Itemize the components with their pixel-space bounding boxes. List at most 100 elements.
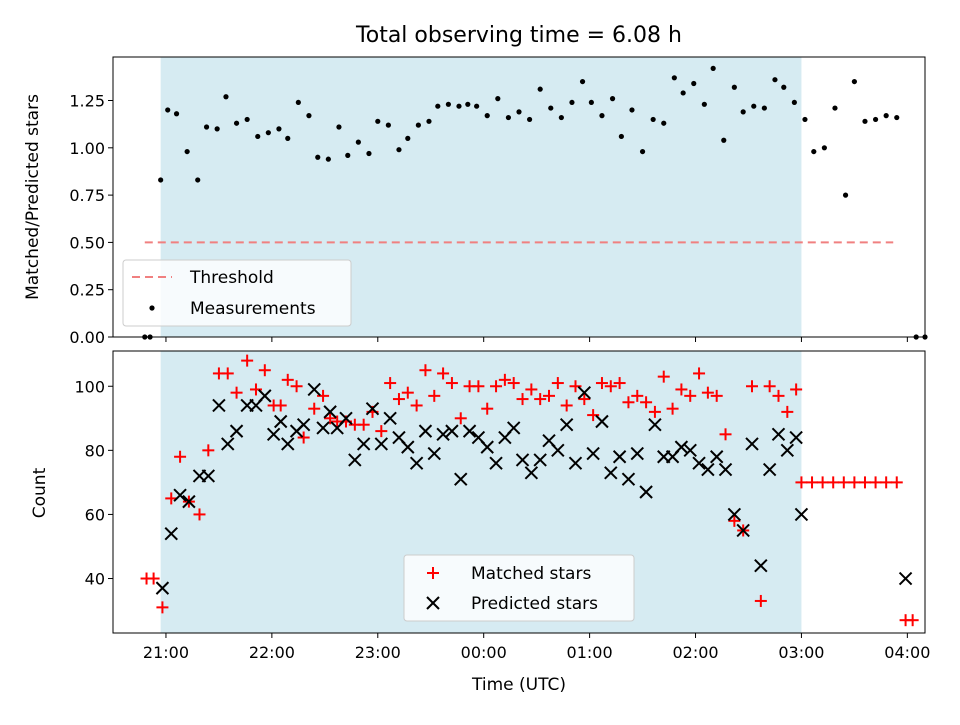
predicted-star-point [281, 437, 295, 451]
measurement-point [445, 101, 451, 107]
measurement-point [315, 154, 321, 160]
predicted-star-point [258, 389, 272, 403]
bottom-y-tick-label: 60 [85, 505, 105, 524]
predicted-star-point [709, 450, 724, 464]
measurement-point [306, 113, 312, 119]
predicted-star-point [524, 466, 539, 480]
measurement-point [558, 114, 564, 121]
bottom-y-axis-label: Count [30, 467, 50, 518]
measurement-point [691, 80, 697, 87]
matched-star-point [281, 373, 294, 386]
top-y-axis-label: Matched/Predicted stars [23, 94, 43, 300]
matched-star-point [249, 383, 262, 396]
x-tick-label: 00:00 [461, 643, 507, 662]
top-legend-box [122, 259, 352, 327]
measurement-point [165, 107, 171, 113]
measurement-point [721, 137, 727, 143]
measurement-point [255, 133, 261, 140]
measurement-point [821, 145, 827, 151]
predicted-star-point [639, 485, 653, 499]
matched-star-point [472, 380, 485, 393]
measurement-point [761, 105, 767, 111]
predicted-star-point [692, 456, 706, 470]
measurement-point [639, 148, 646, 155]
measurement-point [233, 120, 240, 126]
predicted-star-point [595, 414, 609, 429]
matched-star-point [156, 601, 169, 614]
predicted-star-point [612, 450, 627, 464]
matched-star-point [543, 389, 556, 402]
measurement-point [751, 103, 757, 109]
measurement-point [883, 113, 889, 119]
measurement-point [265, 130, 271, 136]
predicted-star-point [462, 424, 477, 438]
predicted-star-point [155, 581, 170, 595]
matched-star-point [384, 377, 397, 390]
matched-star-point [763, 380, 776, 393]
predicted-star-point [506, 421, 521, 435]
matched-star-point [445, 377, 458, 390]
matched-star-point [428, 389, 441, 402]
legend-matched-label: Matched stars [471, 564, 591, 584]
x-tick-label: 03:00 [778, 643, 824, 662]
matched-star-point [481, 402, 494, 415]
matched-star-point [560, 399, 573, 412]
measurement-point [710, 65, 716, 71]
matched-star-point [525, 383, 538, 396]
predicted-star-point [374, 437, 389, 451]
bottom-legend: Matched stars Predicted stars [403, 554, 635, 622]
predicted-star-point [515, 453, 530, 467]
matched-star-point [781, 405, 794, 418]
measurement-point [495, 96, 501, 102]
matched-star-point [193, 508, 206, 521]
measurement-point [872, 116, 879, 123]
predicted-star-point [273, 414, 288, 429]
bottom-y-tick-label: 100 [74, 377, 105, 396]
measurement-point [345, 152, 351, 158]
matched-star-point [551, 377, 564, 390]
measurement-point [516, 109, 522, 115]
top-y-tick-label: 0.25 [69, 281, 105, 300]
predicted-star-point [229, 424, 244, 438]
matched-star-point [595, 377, 608, 390]
measurement-point [336, 124, 342, 130]
measurement-point [740, 109, 746, 115]
x-tick-label: 23:00 [355, 643, 401, 662]
measurement-point [385, 122, 391, 128]
matched-star-point [202, 444, 215, 457]
predicted-star-point [409, 456, 424, 470]
predicted-star-point [201, 469, 216, 483]
predicted-star-point [577, 385, 592, 400]
matched-star-point [666, 402, 679, 415]
predicted-star-point [173, 488, 187, 502]
measurement-point [650, 116, 656, 123]
matched-star-point [290, 380, 303, 393]
predicted-star-point [559, 417, 574, 432]
measurement-point [599, 113, 605, 119]
matched-star-point [274, 399, 287, 412]
matched-star-point [816, 476, 829, 489]
matched-star-point [392, 393, 405, 406]
legend-predicted-swatch [426, 596, 440, 610]
predicted-star-point [630, 446, 644, 461]
predicted-star-point [551, 443, 565, 458]
matched-star-point [648, 405, 661, 418]
measurement-point [569, 99, 575, 106]
matched-star-point [719, 428, 732, 441]
matched-star-point [631, 389, 644, 402]
measurement-point [184, 148, 190, 155]
measurement-point [214, 126, 220, 132]
measurement-point [629, 107, 635, 113]
legend-threshold-label: Threshold [189, 268, 274, 288]
measurement-point [701, 101, 707, 107]
predicted-star-point [480, 440, 494, 454]
legend-measurements-label: Measurements [190, 299, 316, 319]
predicted-star-point [212, 398, 226, 413]
measurement-point [537, 86, 543, 92]
measurement-point [811, 148, 817, 155]
matched-star-point [410, 399, 423, 412]
matched-star-point [241, 354, 254, 367]
measurement-point [671, 75, 677, 81]
matched-star-point [613, 377, 626, 390]
measurement-point [791, 99, 797, 106]
